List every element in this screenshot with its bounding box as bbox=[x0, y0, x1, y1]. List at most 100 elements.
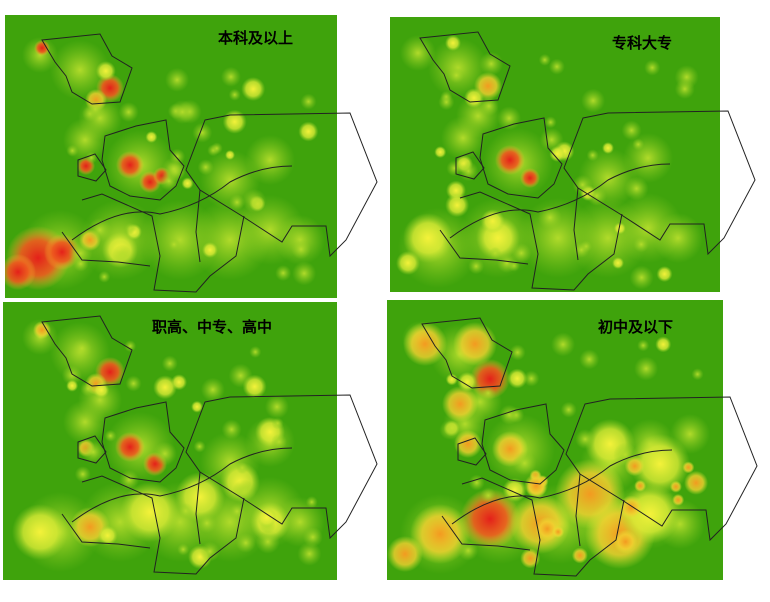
heat-speck bbox=[80, 380, 97, 397]
heat-speck bbox=[242, 188, 267, 213]
heat-speck bbox=[520, 548, 541, 569]
heat-speck bbox=[104, 429, 117, 442]
panel: 专科大专 bbox=[390, 17, 756, 292]
heat-speck bbox=[511, 243, 532, 264]
heat-speck bbox=[581, 88, 606, 113]
boundaries bbox=[421, 317, 758, 577]
heat-speck bbox=[634, 356, 659, 381]
heat-speck bbox=[119, 469, 140, 490]
heat-speck bbox=[298, 121, 319, 142]
heat-speck bbox=[61, 365, 82, 386]
heat-speck bbox=[290, 239, 311, 260]
district-boundary bbox=[455, 151, 485, 180]
heat-layer bbox=[5, 37, 325, 290]
heat-speck bbox=[66, 144, 79, 157]
heat-speck bbox=[656, 266, 673, 283]
heat-speck bbox=[236, 462, 249, 475]
heat-speck bbox=[632, 138, 645, 151]
district-boundary bbox=[195, 189, 201, 263]
heat-speck bbox=[633, 236, 650, 253]
heat-speck bbox=[480, 487, 497, 504]
boundaries bbox=[419, 31, 756, 291]
district-boundary bbox=[61, 513, 151, 549]
heat-speck bbox=[438, 94, 455, 111]
heat-speck bbox=[548, 58, 565, 75]
heat-speck bbox=[524, 473, 549, 498]
heat-blob bbox=[403, 322, 447, 366]
heat-speck bbox=[93, 382, 110, 399]
heat-speck bbox=[235, 532, 256, 553]
heat-speck bbox=[480, 385, 497, 402]
district-boundary bbox=[81, 475, 245, 575]
heat-speck bbox=[445, 373, 458, 386]
heat-blob bbox=[403, 213, 453, 263]
heat-blob bbox=[63, 400, 107, 444]
district-boundary bbox=[479, 117, 563, 199]
heat-speck bbox=[489, 246, 502, 259]
heat-speck bbox=[177, 543, 190, 556]
heat-speck bbox=[624, 456, 645, 477]
heat-speck bbox=[480, 209, 505, 234]
heat-speck bbox=[161, 355, 178, 372]
heat-speck bbox=[241, 77, 266, 102]
heat-blob bbox=[5, 254, 36, 290]
heat-blob bbox=[410, 504, 470, 564]
heat-speck bbox=[552, 525, 565, 538]
heat-blob bbox=[453, 322, 497, 366]
heat-blob bbox=[630, 434, 690, 494]
heat-speck bbox=[85, 151, 98, 164]
heat-blob bbox=[120, 482, 180, 542]
heat-blob bbox=[12, 504, 68, 560]
heat-speck bbox=[256, 507, 277, 528]
panel-label: 初中及以下 bbox=[598, 318, 673, 336]
heat-blob bbox=[116, 151, 144, 179]
district-boundary bbox=[457, 437, 487, 466]
heat-speck bbox=[168, 238, 181, 251]
heat-blob bbox=[442, 386, 478, 422]
heat-speck bbox=[446, 160, 463, 177]
heat-speck bbox=[507, 368, 528, 389]
heat-speck bbox=[270, 433, 287, 450]
heat-speck bbox=[457, 371, 478, 392]
district-boundary bbox=[101, 119, 185, 201]
district-boundary bbox=[573, 187, 579, 261]
district-boundary bbox=[71, 447, 293, 523]
heat-blob bbox=[50, 40, 110, 100]
heat-speck bbox=[177, 502, 194, 519]
panel: 本科及以上 bbox=[5, 15, 378, 298]
heat-speck bbox=[264, 394, 289, 419]
heat-speck bbox=[551, 332, 576, 357]
district-boundary bbox=[421, 317, 513, 389]
heat-blob bbox=[44, 234, 80, 270]
heat-speck bbox=[98, 270, 111, 283]
heat-blob bbox=[464, 88, 484, 108]
panel-label: 职高、中专、高中 bbox=[152, 318, 272, 336]
heat-speck bbox=[85, 99, 106, 120]
heat-blob bbox=[245, 135, 295, 185]
heat-layer bbox=[396, 35, 703, 290]
heat-speck bbox=[170, 99, 195, 124]
heat-blob bbox=[33, 321, 51, 339]
heat-speck bbox=[496, 252, 517, 273]
heat-speck bbox=[669, 480, 682, 493]
heat-speck bbox=[509, 344, 526, 361]
heat-speck bbox=[220, 66, 241, 87]
district-boundary bbox=[439, 229, 529, 265]
heat-speck bbox=[210, 142, 223, 155]
heat-speck bbox=[448, 67, 465, 84]
district-boundary bbox=[41, 33, 133, 105]
district-boundary bbox=[441, 515, 531, 551]
district-boundary bbox=[575, 473, 581, 547]
heat-speck bbox=[305, 496, 318, 509]
heat-layer bbox=[12, 319, 325, 572]
heat-speck bbox=[152, 441, 177, 466]
heat-blob bbox=[470, 359, 510, 399]
panel: 初中及以下 bbox=[387, 300, 758, 580]
heat-blob bbox=[602, 142, 614, 154]
heat-speck bbox=[153, 375, 178, 400]
district-boundary bbox=[451, 449, 673, 525]
heat-blob bbox=[460, 489, 520, 549]
heat-blob bbox=[400, 35, 436, 71]
district-boundary bbox=[77, 153, 107, 182]
heat-speck bbox=[249, 345, 262, 358]
